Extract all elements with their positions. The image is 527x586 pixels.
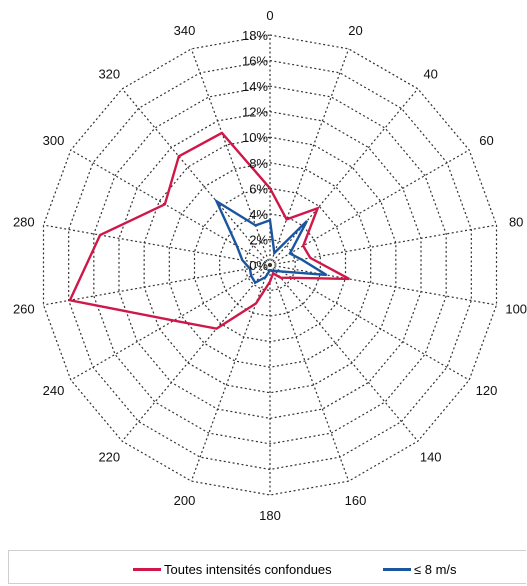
grid-spoke-120 bbox=[269, 264, 470, 381]
series-line-0 bbox=[68, 131, 350, 330]
angle-label: 160 bbox=[345, 493, 367, 508]
radial-tick-label: 18% bbox=[242, 28, 268, 43]
radial-tick-label: 14% bbox=[242, 79, 268, 94]
angle-label: 120 bbox=[476, 383, 498, 398]
grid-ring-14 bbox=[93, 85, 447, 445]
angle-label: 180 bbox=[259, 508, 281, 523]
radial-tick-label: 2% bbox=[249, 232, 268, 247]
angle-label: 80 bbox=[509, 215, 523, 230]
radial-tick-label: 0% bbox=[249, 258, 268, 273]
radial-tick-label: 8% bbox=[249, 156, 268, 171]
angle-label: 200 bbox=[174, 493, 196, 508]
grid-spoke-220 bbox=[121, 264, 271, 442]
legend-swatch-all bbox=[133, 567, 161, 571]
radial-tick-label: 10% bbox=[242, 130, 268, 145]
grid-spoke-60 bbox=[269, 149, 470, 266]
legend-swatch-low bbox=[383, 567, 411, 571]
angle-labels: 0 20 40 60 80 100 120 140 160 180 200 220 240 260 280 3… bbox=[13, 8, 527, 523]
series-line-1 bbox=[213, 198, 328, 285]
radial-tick-label: 12% bbox=[242, 105, 268, 120]
angle-label: 0 bbox=[266, 8, 273, 23]
series-layer bbox=[68, 131, 350, 330]
radar-chart: 0% 2% 4% 6% 8% 10% 12% 14% 16% 18% 0 20 40 60 80 100 12… bbox=[13, 8, 527, 523]
angle-label: 260 bbox=[13, 301, 35, 316]
grid-ring-8 bbox=[168, 162, 372, 368]
grid-spoke-100 bbox=[269, 264, 497, 306]
angle-label: 40 bbox=[423, 66, 437, 81]
angle-label: 20 bbox=[348, 23, 362, 38]
grid-spoke-160 bbox=[269, 264, 350, 482]
legend-item-low: ≤ 8 m/s bbox=[383, 561, 457, 577]
radial-tick-label: 4% bbox=[249, 207, 268, 222]
legend-item-all: Toutes intensités confondues bbox=[133, 561, 332, 577]
legend-label-low: ≤ 8 m/s bbox=[414, 561, 457, 577]
angle-label: 240 bbox=[43, 383, 65, 398]
angle-label: 140 bbox=[420, 450, 442, 465]
grid-spoke-240 bbox=[70, 264, 271, 381]
legend: Toutes intensités confondues ≤ 8 m/s bbox=[8, 550, 526, 584]
radial-tick-labels: 0% 2% 4% 6% 8% 10% 12% 14% 16% 18% bbox=[242, 28, 268, 273]
angle-label: 280 bbox=[13, 215, 35, 230]
grid-spoke-40 bbox=[269, 88, 419, 266]
angle-label: 100 bbox=[505, 301, 527, 316]
angle-label: 220 bbox=[98, 450, 120, 465]
radial-tick-label: 16% bbox=[242, 54, 268, 69]
grid-spoke-140 bbox=[269, 264, 419, 442]
angle-label: 60 bbox=[479, 133, 493, 148]
grid-spoke-300 bbox=[70, 149, 271, 266]
grid-spoke-200 bbox=[190, 264, 271, 482]
angle-label: 340 bbox=[174, 23, 196, 38]
radar-grid bbox=[42, 34, 498, 496]
angle-label: 320 bbox=[98, 66, 120, 81]
angle-label: 300 bbox=[43, 133, 65, 148]
radial-tick-label: 6% bbox=[249, 181, 268, 196]
legend-label-all: Toutes intensités confondues bbox=[164, 561, 332, 577]
